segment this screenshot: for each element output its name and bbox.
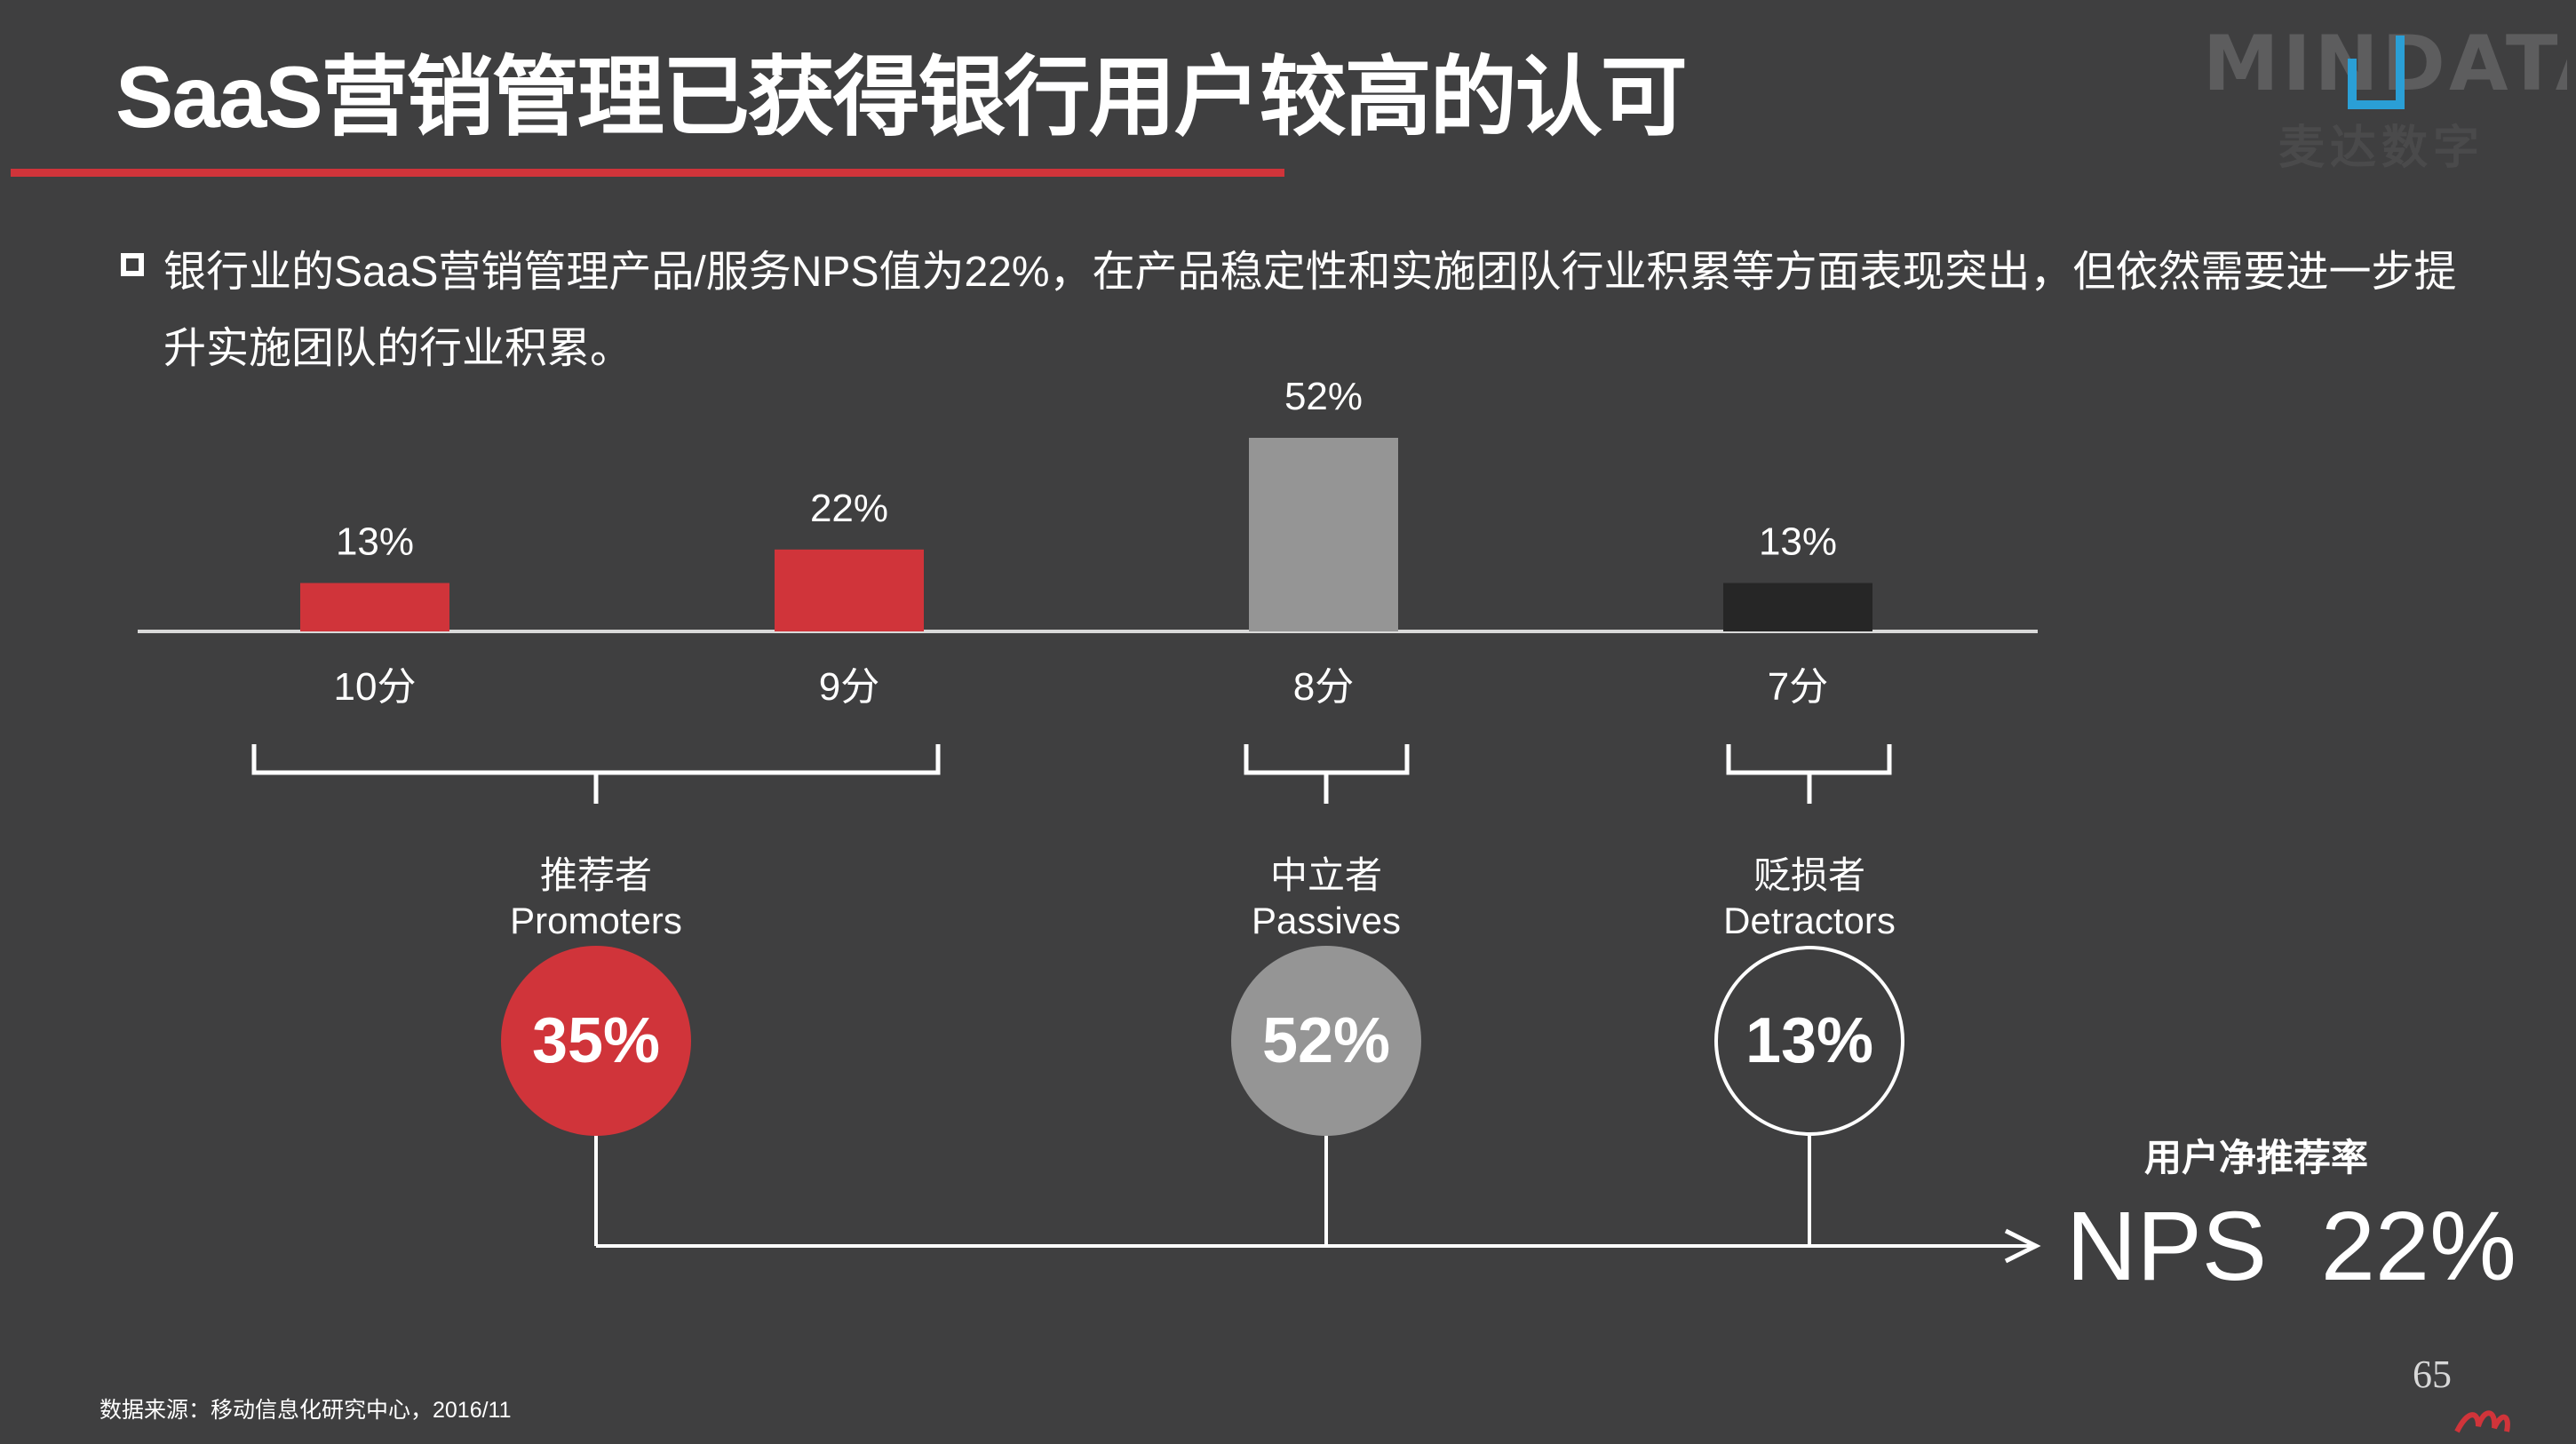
mindata-logo: MINDATA 麦达数字 — [2203, 20, 2567, 174]
detractors-label-en: Detractors — [1723, 900, 1896, 941]
logo-mark-icon — [2348, 36, 2405, 109]
bar-value-label-4: 13% — [1759, 520, 1837, 564]
summary-text: 银行业的SaaS营销管理产品/服务NPS值为22%，在产品稳定性和实施团队行业积… — [163, 249, 2457, 372]
nps-result: NPS 22% — [2066, 1192, 2516, 1301]
passives-label-en: Passives — [1251, 900, 1402, 941]
connector-lines — [594, 1134, 2034, 1248]
passives-circle: 52% — [1231, 946, 1421, 1136]
data-source: 数据来源：移动信息化研究中心，2016/11 — [99, 1398, 512, 1423]
promoters-label-cn: 推荐者 — [539, 854, 652, 896]
category-label-1: 10分 — [334, 665, 417, 709]
bar-4 — [1723, 583, 1872, 631]
promoters-circle: 35% — [501, 946, 691, 1136]
logo-subtext: 麦达数字 — [2278, 122, 2485, 174]
promoters-brace — [251, 744, 941, 804]
category-label-2: 9分 — [819, 665, 879, 709]
detractors-circle: 13% — [1714, 946, 1904, 1136]
bar-3 — [1249, 438, 1398, 631]
bar-value-label-2: 22% — [810, 487, 888, 530]
category-label-4: 7分 — [1768, 665, 1828, 709]
passives-brace — [1244, 744, 1410, 804]
bar-value-label-1: 13% — [336, 520, 414, 564]
arrow-head-icon — [2004, 1228, 2041, 1264]
bar-1 — [300, 583, 449, 631]
promoters-label-en: Promoters — [510, 900, 682, 941]
logo-text: MINDATA — [2203, 20, 2567, 108]
passives-label-cn: 中立者 — [1269, 854, 1382, 896]
bullet-square-icon — [121, 253, 144, 276]
category-label-3: 8分 — [1293, 665, 1354, 709]
title-underline — [11, 169, 1284, 177]
detractors-label-cn: 贬损者 — [1753, 854, 1865, 896]
page-title: SaaS营销管理已获得银行用户较高的认可 — [115, 48, 1688, 146]
bar-2 — [775, 549, 924, 631]
bar-group: 13% 10分 22% 9分 52% 8分 13% 7分 — [300, 375, 1872, 709]
bar-value-label-3: 52% — [1284, 375, 1363, 418]
nps-caption: 用户净推荐率 — [2143, 1137, 2368, 1178]
detractors-brace — [1726, 744, 1892, 804]
page-number: 65 — [2413, 1353, 2452, 1396]
corner-brand-icon — [2454, 1410, 2510, 1433]
